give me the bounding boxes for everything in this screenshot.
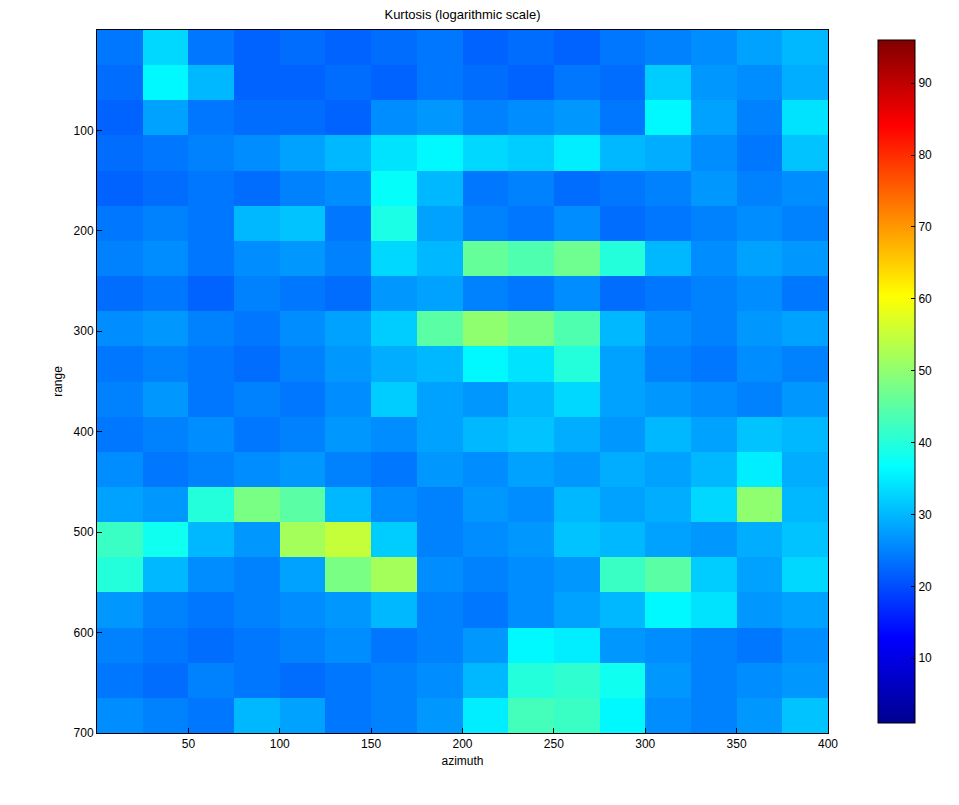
svg-text:150: 150 xyxy=(361,737,381,751)
svg-text:90: 90 xyxy=(918,76,932,90)
svg-text:80: 80 xyxy=(918,148,932,162)
svg-text:Kurtosis (logarithmic scale): Kurtosis (logarithmic scale) xyxy=(384,7,540,22)
svg-text:700: 700 xyxy=(74,726,94,740)
svg-text:400: 400 xyxy=(818,737,838,751)
svg-text:250: 250 xyxy=(544,737,564,751)
svg-text:50: 50 xyxy=(182,737,196,751)
svg-text:100: 100 xyxy=(270,737,290,751)
svg-text:400: 400 xyxy=(74,425,94,439)
svg-text:20: 20 xyxy=(918,580,932,594)
svg-text:300: 300 xyxy=(74,324,94,338)
svg-text:30: 30 xyxy=(918,508,932,522)
svg-text:200: 200 xyxy=(74,224,94,238)
svg-text:azimuth: azimuth xyxy=(441,754,483,768)
svg-text:50: 50 xyxy=(918,364,932,378)
svg-text:500: 500 xyxy=(74,525,94,539)
svg-text:10: 10 xyxy=(918,651,932,665)
svg-text:300: 300 xyxy=(635,737,655,751)
svg-text:range: range xyxy=(51,366,65,397)
svg-text:40: 40 xyxy=(918,436,932,450)
svg-text:100: 100 xyxy=(74,124,94,138)
svg-text:60: 60 xyxy=(918,292,932,306)
svg-text:70: 70 xyxy=(918,220,932,234)
svg-text:350: 350 xyxy=(727,737,747,751)
svg-text:200: 200 xyxy=(452,737,472,751)
svg-text:600: 600 xyxy=(74,626,94,640)
